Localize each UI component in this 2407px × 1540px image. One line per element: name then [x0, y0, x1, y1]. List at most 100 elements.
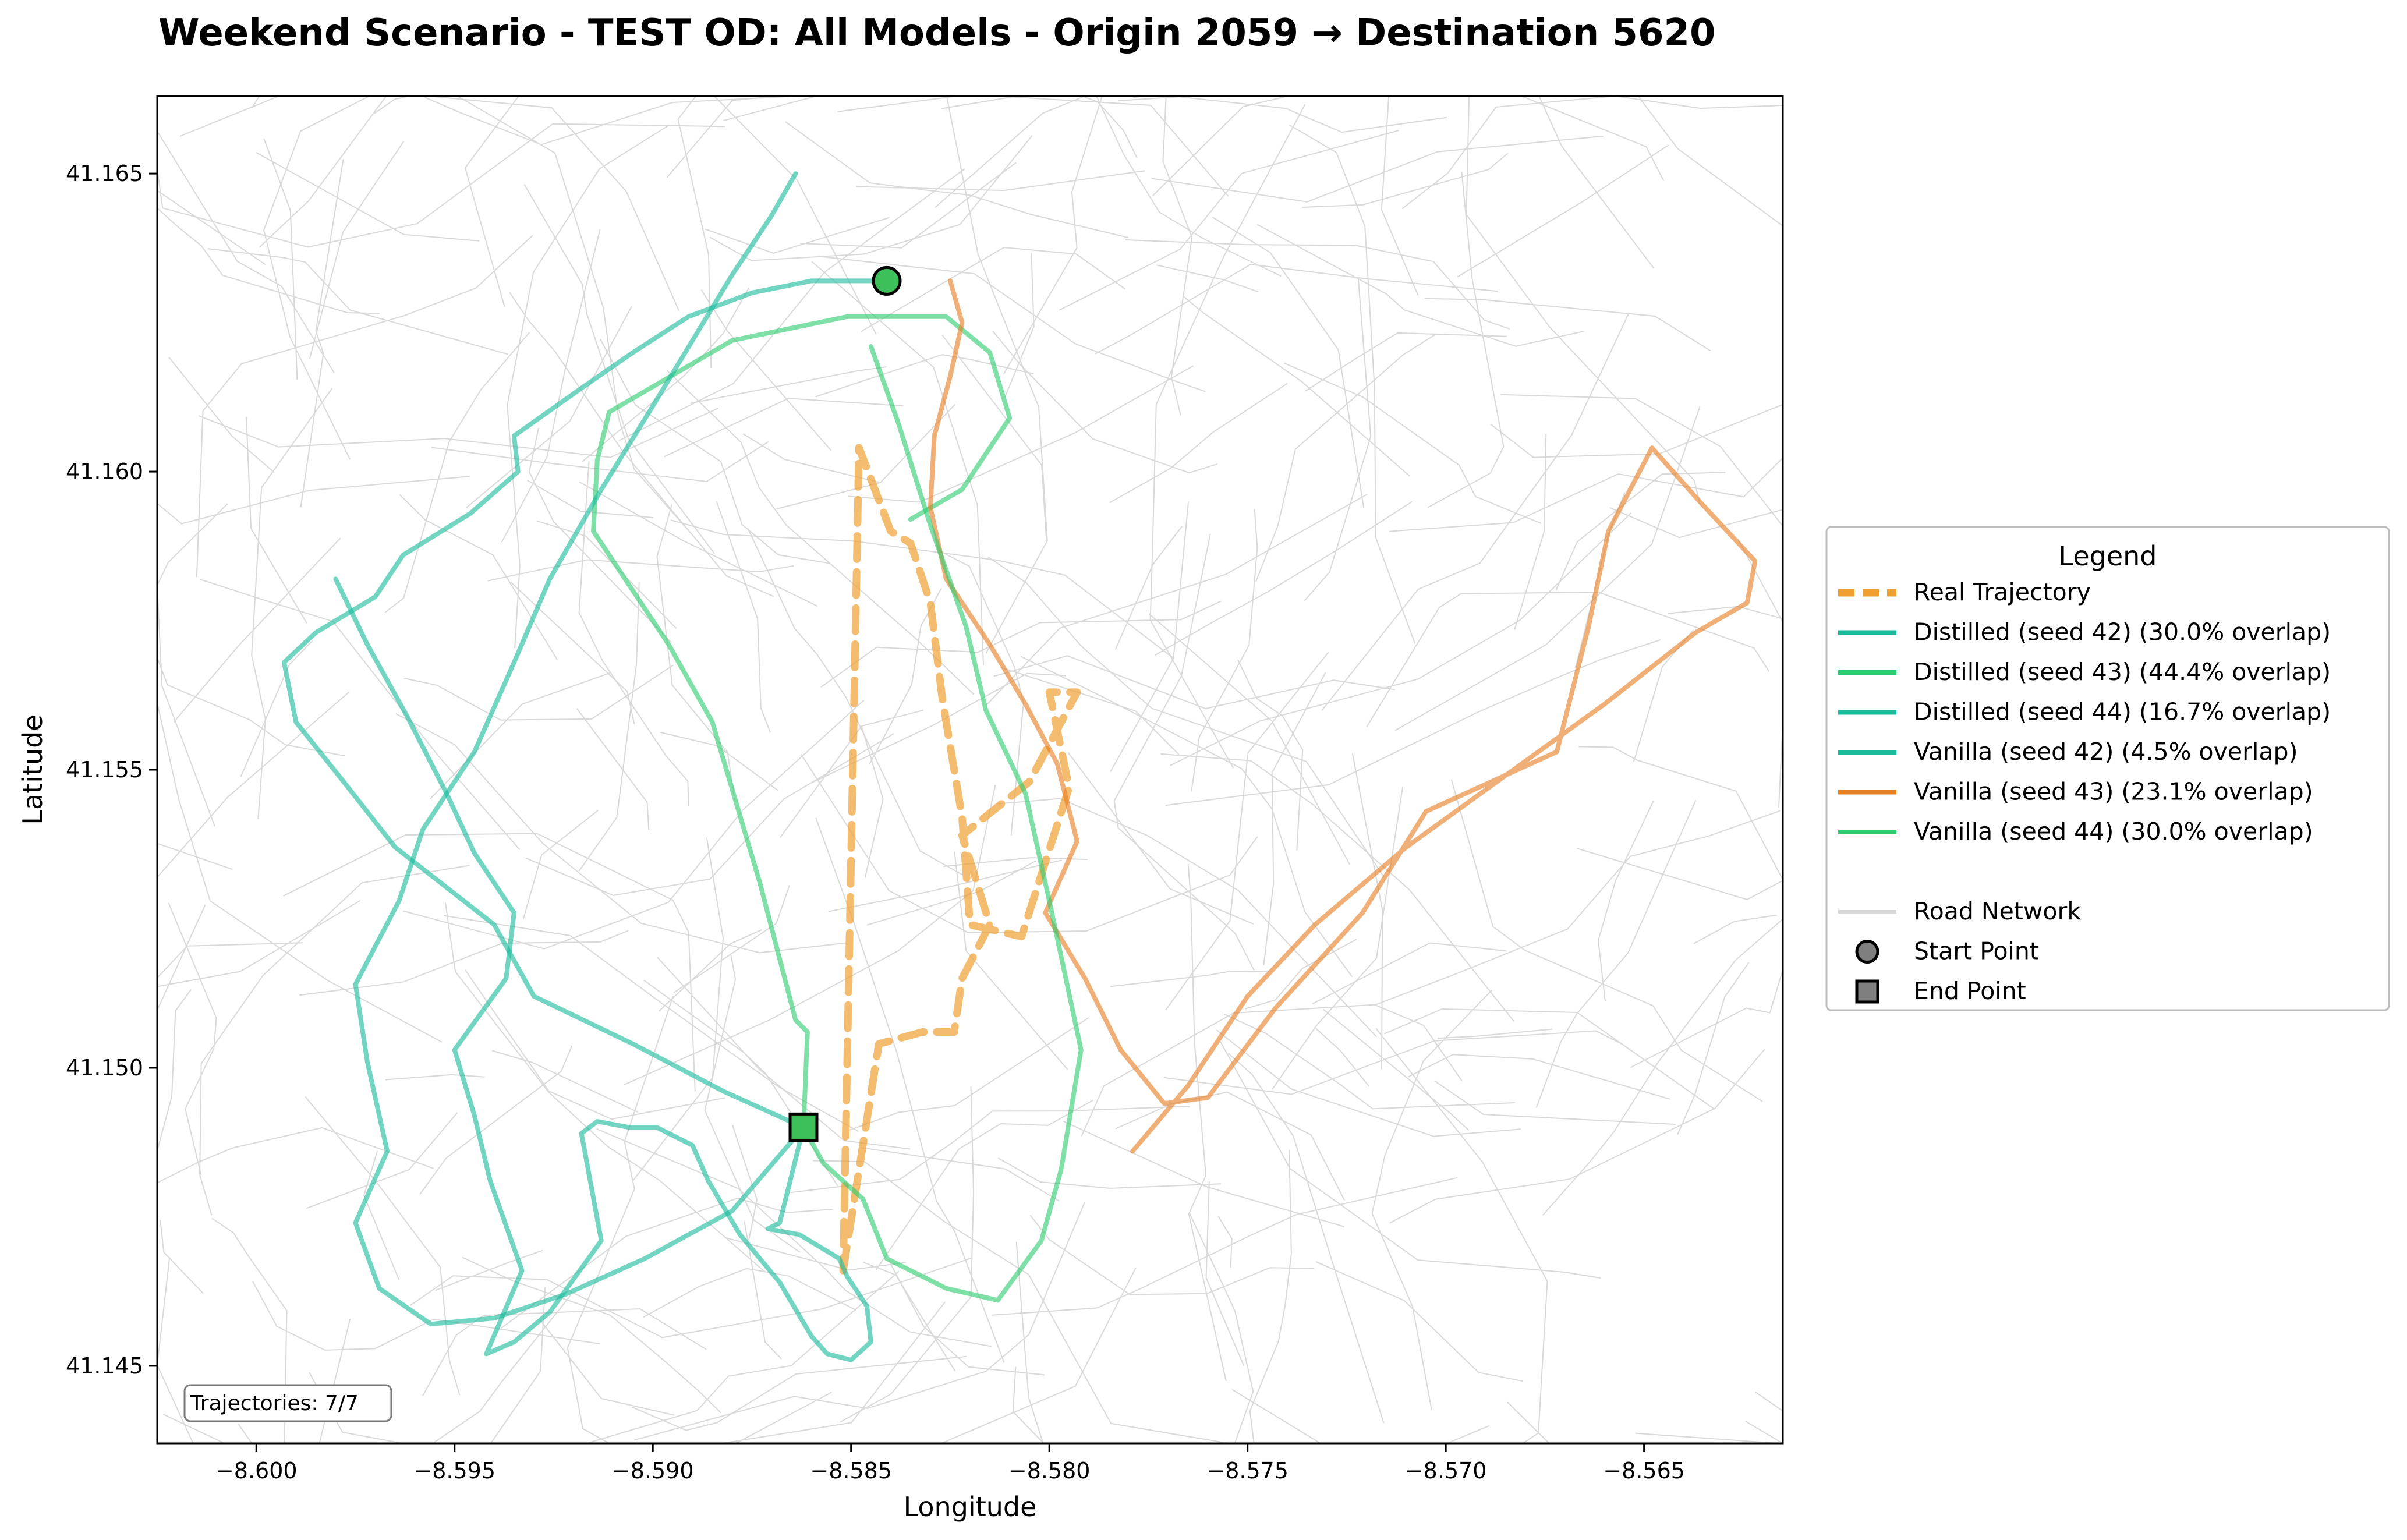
road-segment	[1110, 970, 1269, 987]
road-segment	[157, 703, 443, 1043]
road-segment	[466, 306, 632, 508]
series-line-1	[333, 576, 873, 1362]
road-segment	[567, 996, 674, 1444]
road-segment	[578, 582, 640, 872]
series-line-3	[281, 278, 873, 1130]
y-tick-label: 41.145	[66, 1353, 143, 1379]
road-segment	[993, 655, 1395, 710]
road-segment	[157, 207, 380, 314]
road-segment	[1081, 1004, 1463, 1137]
road-segment	[732, 1125, 758, 1240]
road-segment	[1289, 124, 1416, 644]
series-line-6	[801, 344, 1084, 1303]
legend-label-0: Real Trajectory	[1914, 578, 2091, 606]
legend-title: Legend	[2059, 540, 2157, 572]
road-segment	[578, 461, 689, 806]
legend-label-end-point: End Point	[1914, 977, 2026, 1005]
road-segment	[160, 1219, 204, 1294]
x-tick-label: −8.570	[1405, 1458, 1487, 1484]
road-segment	[465, 969, 725, 1120]
road-segment	[643, 1268, 857, 1318]
road-segment	[724, 1237, 906, 1271]
road-segment	[1015, 1241, 1044, 1444]
road-segment	[1224, 1014, 1516, 1110]
road-segment	[309, 141, 405, 359]
road-segment	[462, 1256, 722, 1414]
road-segment	[863, 1262, 956, 1372]
road-segment	[422, 1308, 707, 1396]
legend-swatch-start	[1855, 940, 1879, 964]
x-axis: −8.600 −8.595 −8.590 −8.585 −8.580 −8.575 −8.5…	[215, 1443, 1685, 1484]
road-segment	[840, 1086, 975, 1423]
road-segment	[431, 441, 769, 483]
road-segment	[1408, 1054, 1670, 1100]
road-segment	[776, 403, 956, 509]
road-segment	[385, 1074, 485, 1081]
road-segment	[1457, 144, 1669, 278]
road-segment	[1067, 752, 1254, 925]
road-segment	[801, 754, 1258, 934]
road-segment	[659, 929, 762, 1012]
x-tick-label: −8.600	[215, 1458, 298, 1484]
road-segment	[1212, 216, 1365, 508]
road-segment	[1191, 509, 1258, 791]
road-segment	[256, 152, 480, 242]
legend-label-6: Vanilla (seed 44) (30.0% overlap)	[1914, 817, 2313, 845]
road-segment	[705, 217, 890, 254]
x-tick-label: −8.575	[1206, 1458, 1289, 1484]
road-segment	[813, 1160, 1229, 1444]
road-segment	[1305, 332, 1507, 392]
legend-label-4: Vanilla (seed 42) (4.5% overlap)	[1914, 738, 2298, 766]
road-segment	[409, 1257, 973, 1339]
x-axis-label: Longitude	[904, 1491, 1037, 1523]
road-segment	[624, 784, 996, 1085]
road-segment	[528, 427, 672, 643]
road-segment	[888, 1259, 1045, 1376]
road-segment	[1450, 779, 1763, 1102]
y-tick-label: 41.150	[66, 1055, 143, 1081]
road-segment	[283, 833, 696, 1092]
road-segment	[522, 810, 599, 919]
road-segment	[1170, 512, 1632, 766]
road-segment	[1205, 1181, 1245, 1366]
road-segment	[1437, 1028, 1553, 1039]
road-segment	[633, 837, 724, 1181]
road-segment	[157, 657, 345, 757]
road-segment	[1156, 264, 1259, 293]
road-segment	[1315, 1028, 1370, 1087]
road-segment	[1371, 989, 1493, 1410]
road-segment	[657, 957, 911, 1150]
road-segment	[744, 1222, 782, 1360]
road-segment	[240, 640, 313, 777]
road-segment	[1165, 639, 1661, 806]
road-segment	[300, 159, 344, 508]
road-segment	[1389, 1049, 1765, 1224]
road-segment	[1535, 800, 1697, 1109]
start-point-marker	[872, 265, 902, 296]
x-tick-label: −8.595	[413, 1458, 495, 1484]
road-segment	[1424, 298, 1711, 352]
road-segment	[435, 1249, 543, 1291]
road-segment	[1220, 1041, 1601, 1279]
road-segment	[1351, 753, 1383, 1070]
road-segment	[716, 501, 771, 733]
road-segment	[1677, 962, 1750, 1135]
legend-label-road-network: Road Network	[1914, 897, 2081, 925]
plot-area	[156, 95, 1784, 1445]
road-segment	[666, 95, 779, 178]
road-segment	[430, 672, 611, 799]
road-segment	[1255, 334, 1435, 582]
road-segment	[444, 902, 766, 1273]
road-network	[156, 95, 1783, 1444]
road-segment	[987, 556, 1385, 877]
road-segment	[848, 1017, 1089, 1131]
road-segment	[666, 370, 974, 695]
x-tick-label: −8.565	[1603, 1458, 1685, 1484]
road-segment	[875, 1099, 1093, 1270]
road-segment	[399, 494, 558, 660]
road-segment	[1597, 801, 1654, 1002]
road-segment	[196, 235, 533, 578]
road-segment	[507, 125, 670, 649]
road-segment	[395, 713, 847, 954]
road-segment	[1389, 457, 1783, 532]
